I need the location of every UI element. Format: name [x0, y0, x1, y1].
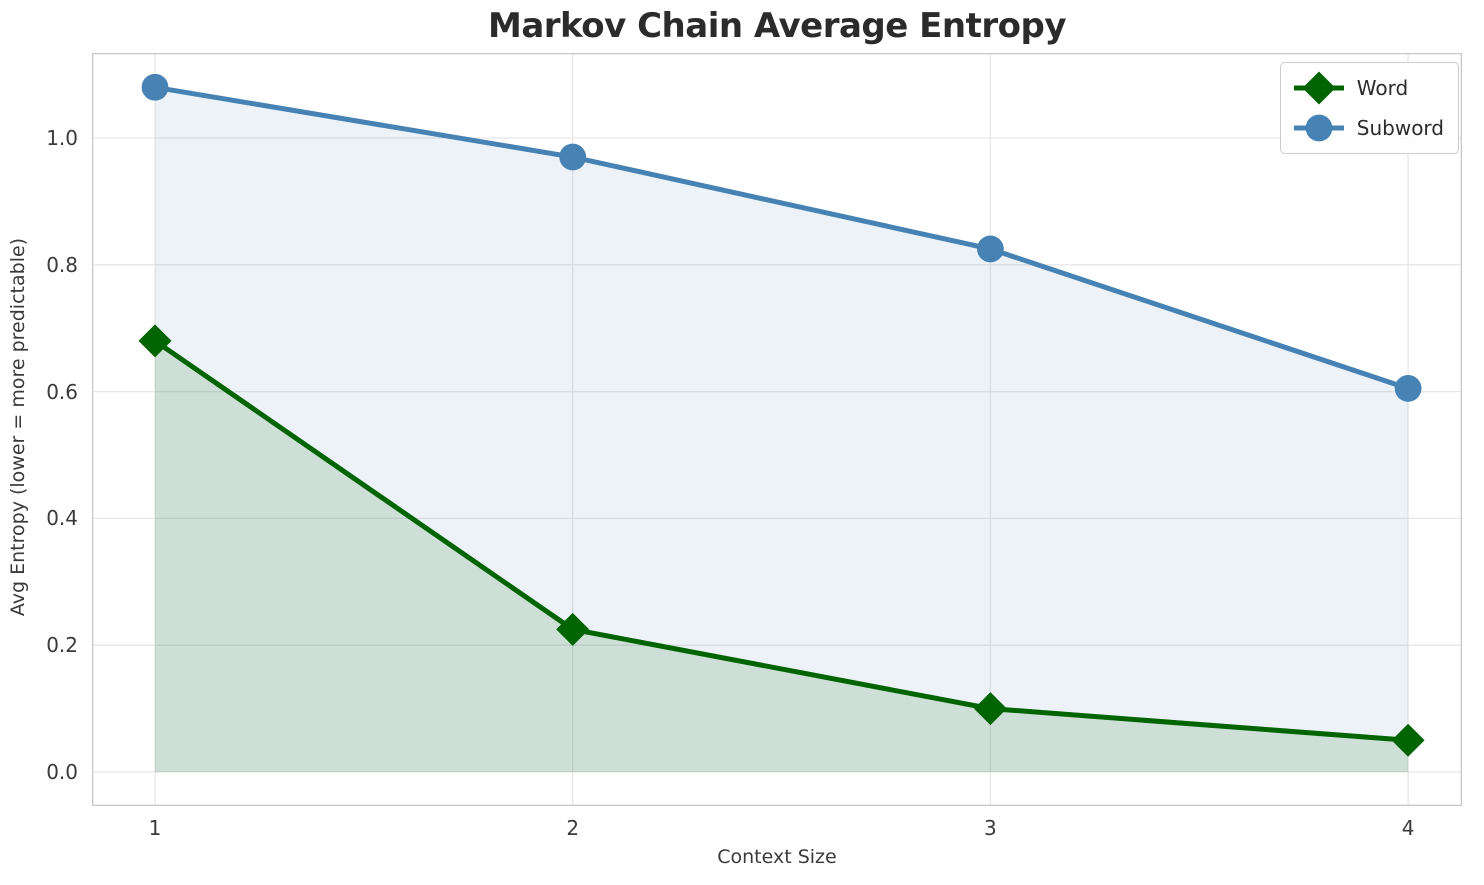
chart-title: Markov Chain Average Entropy: [488, 6, 1066, 46]
plot-area: [91, 52, 1462, 807]
y-axis-label: Avg Entropy (lower = more predictable): [7, 237, 29, 617]
marker-circle-subword: [977, 235, 1004, 263]
x-tick-label-2: 2: [566, 816, 580, 840]
area-fill-subword: [155, 87, 1409, 772]
x-tick-label-4: 4: [1401, 816, 1415, 840]
legend-marker-diamond-icon: [1293, 71, 1344, 105]
legend-label-subword: Subword: [1356, 116, 1444, 140]
marker-circle-subword: [1394, 375, 1422, 402]
area-fill-word: [155, 340, 1409, 772]
legend-label-word: Word: [1356, 76, 1409, 100]
legend-entry-subword: Subword: [1291, 109, 1444, 147]
legend-marker-circle-icon: [1293, 114, 1344, 142]
marker-diamond-word: [973, 692, 1007, 726]
marker-circle-subword: [559, 143, 587, 171]
x-tick-label-3: 3: [984, 816, 997, 840]
legend-entry-word: Word: [1291, 69, 1444, 107]
plot-canvas: [91, 52, 1462, 807]
plot-border: [91, 52, 1462, 807]
y-tick-label-0.0: 0.0: [46, 760, 78, 784]
y-tick-label-0.2: 0.2: [46, 633, 78, 658]
series-line-subword: [154, 84, 1409, 391]
marker-diamond-word: [138, 324, 172, 358]
x-tick-label-1: 1: [148, 816, 162, 840]
x-axis-label: Context Size: [717, 846, 837, 868]
series-line-word: [153, 338, 1409, 743]
y-tick-label-0.6: 0.6: [46, 379, 78, 404]
y-tick-label-1.0: 1.0: [46, 126, 78, 150]
marker-diamond-word: [556, 612, 590, 646]
legend: Word Subword: [1279, 62, 1459, 154]
marker-circle-subword: [141, 73, 169, 101]
marker-diamond-word: [1391, 723, 1425, 757]
y-tick-label-0.8: 0.8: [46, 252, 78, 277]
y-tick-label-0.4: 0.4: [46, 506, 78, 531]
